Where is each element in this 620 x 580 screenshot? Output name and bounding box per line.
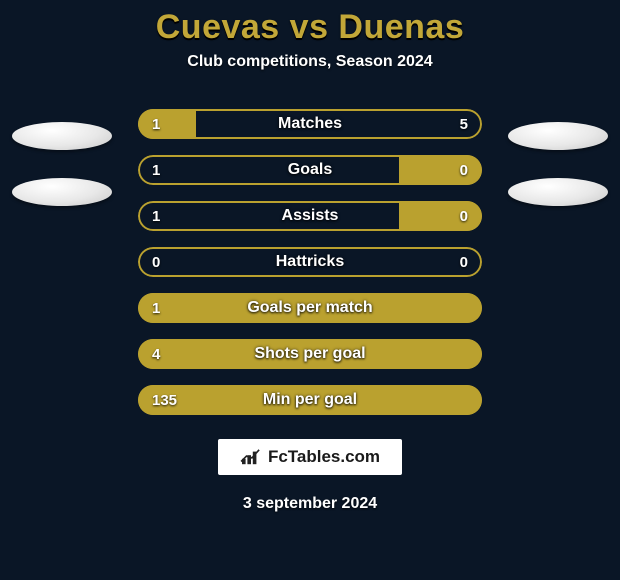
club-logo-icon: [508, 178, 608, 206]
club-logo-icon: [508, 122, 608, 150]
metric-row: Matches15: [138, 109, 482, 139]
bar-segment-left: [138, 201, 399, 231]
page-title: Cuevas vs Duenas: [156, 8, 465, 47]
bar-chart-icon: [240, 448, 262, 466]
metric-label: Hattricks: [138, 247, 482, 277]
bar-segment-left: [138, 293, 482, 323]
club-logo-icon: [12, 178, 112, 206]
bar-segment-right: [399, 155, 482, 185]
bar-segment-left: [138, 109, 196, 139]
date-label: 3 september 2024: [243, 495, 377, 513]
metric-value-right: 0: [460, 247, 468, 277]
metrics-bars: Matches15 Goals10 Assists10 Hattricks0 0 Goal…: [138, 109, 482, 415]
club-logo-icon: [12, 122, 112, 150]
bar-outline: [138, 247, 482, 277]
bar-segment-left: [138, 155, 399, 185]
brand-text: FcTables.com: [268, 447, 380, 467]
brand-badge: FcTables.com: [218, 439, 402, 475]
metric-value-left: 0: [152, 247, 160, 277]
bar-segment-right: [399, 201, 482, 231]
subtitle: Club competitions, Season 2024: [187, 53, 432, 71]
bar-segment-left: [138, 385, 482, 415]
metric-row: Goals per match1: [138, 293, 482, 323]
left-logos: [12, 122, 112, 206]
metric-row: Min per goal135: [138, 385, 482, 415]
metric-row: Goals10: [138, 155, 482, 185]
metric-row: Hattricks0 0: [138, 247, 482, 277]
comparison-infographic: Cuevas vs Duenas Club competitions, Seas…: [0, 0, 620, 580]
right-logos: [508, 122, 608, 206]
metric-row: Shots per goal4: [138, 339, 482, 369]
bar-segment-left: [138, 339, 482, 369]
bar-segment-right: [196, 109, 482, 139]
metric-row: Assists10: [138, 201, 482, 231]
